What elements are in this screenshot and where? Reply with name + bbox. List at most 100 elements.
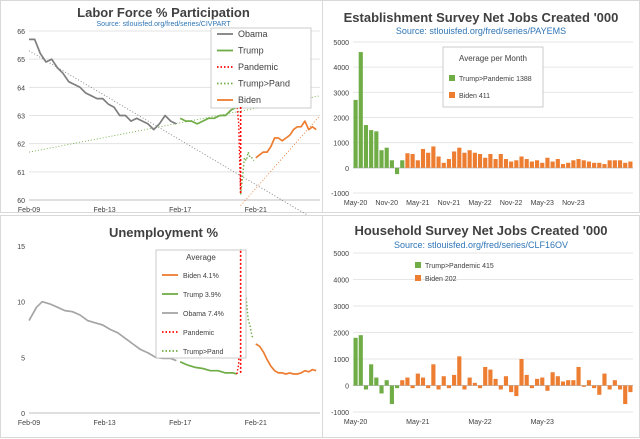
y-tick-label: -1000 — [331, 410, 349, 417]
bar — [581, 385, 586, 387]
y-tick-label: 1000 — [333, 357, 349, 364]
bar — [540, 377, 545, 386]
legend-label: Trump>Pandemic 415 — [425, 263, 494, 270]
legend-label: Trump 3.9% — [183, 292, 221, 299]
bar — [571, 160, 576, 168]
bar — [436, 156, 441, 168]
bar — [514, 385, 519, 397]
trendline — [28, 50, 321, 223]
bar — [607, 385, 612, 390]
y-tick-label: 0 — [345, 166, 349, 173]
legend-swatch — [449, 92, 455, 98]
bar — [395, 167, 400, 175]
y-tick-label: 61 — [17, 170, 25, 177]
bar — [379, 150, 384, 168]
bar — [441, 162, 446, 168]
y-tick-label: 63 — [17, 114, 25, 121]
bar — [576, 159, 581, 168]
x-tick-label: Feb-17 — [169, 420, 191, 427]
x-tick-label: Feb-13 — [93, 207, 115, 214]
bar — [592, 385, 597, 389]
bar — [623, 385, 628, 405]
legend-box — [155, 249, 247, 359]
x-tick-label: May-22 — [468, 419, 491, 426]
bar — [477, 153, 483, 168]
bar — [457, 147, 462, 168]
bar — [540, 162, 545, 168]
bar — [524, 374, 529, 386]
bar — [498, 385, 503, 390]
y-tick-label: 0 — [21, 411, 25, 418]
x-tick-label: Feb-17 — [169, 207, 191, 214]
bar — [457, 356, 462, 386]
bar — [493, 159, 498, 168]
chart-source: Source: stlouisfed.org/fred/series/CIVPA… — [96, 21, 231, 28]
series-line — [239, 249, 255, 339]
chart-panel-labor-force: Labor Force % Participation Source: stlo… — [0, 0, 327, 223]
chart-title: Labor Force % Participation — [77, 5, 250, 20]
legend-label: Pandemic — [238, 62, 279, 72]
y-tick-label: 4000 — [333, 278, 349, 285]
unemployment-line-chart: 0 5 10 15 Feb-09 Feb-13 Feb-17 Feb-21 Average Bid… — [17, 244, 320, 427]
bar — [477, 385, 483, 389]
bar — [467, 150, 472, 168]
bar — [353, 99, 358, 168]
bar — [400, 160, 405, 168]
bar — [426, 152, 431, 168]
bar — [431, 364, 436, 386]
series-line — [28, 300, 177, 362]
bar — [560, 381, 566, 386]
bar — [467, 377, 472, 386]
legend-label: Biden 411 — [459, 93, 490, 100]
x-tick-label: Nov-20 — [375, 200, 398, 207]
y-tick-label: 65 — [17, 57, 25, 64]
y-tick-label: 4000 — [333, 65, 349, 72]
series-line — [236, 104, 242, 195]
x-tick-label: Nov-22 — [500, 200, 523, 207]
bar — [483, 157, 488, 168]
legend-title: Average — [186, 253, 216, 262]
x-tick-label: Feb-09 — [18, 207, 40, 214]
bar — [369, 364, 374, 386]
legend-label: Obama — [238, 29, 268, 39]
y-tick-label: 64 — [17, 85, 25, 92]
legend-label: Obama 7.4% — [183, 311, 224, 318]
bar — [519, 359, 524, 386]
bar — [472, 382, 477, 386]
bar — [509, 385, 514, 393]
bar — [389, 160, 394, 168]
bar — [597, 162, 602, 168]
chart-panel-unemployment: Unemployment % 0 5 10 15 Feb-09 Feb-13 Feb-17 F… — [0, 215, 327, 438]
bar — [581, 160, 586, 168]
bar — [410, 153, 415, 168]
bar — [586, 380, 591, 386]
establishment-jobs-bar-chart: -1000 0 1000 2000 3000 4000 5000 May-20 Nov-20 Ma… — [331, 40, 633, 207]
bar — [566, 162, 571, 168]
x-tick-label: Nov-23 — [562, 200, 585, 207]
y-tick-label: 3000 — [333, 304, 349, 311]
bar — [415, 373, 420, 386]
chart-source: Source: stlouisfed.org/fred/series/PAYEM… — [395, 26, 567, 36]
bar — [462, 152, 467, 168]
chart-source: Source: stlouisfed.org/fred/series/CLF16… — [393, 240, 569, 250]
x-tick-label: May-22 — [468, 200, 491, 207]
bar — [545, 385, 550, 391]
bar — [400, 380, 405, 386]
y-tick-label: 60 — [17, 198, 25, 205]
series-line — [255, 343, 317, 375]
legend-label: Trump>Pandemic 1388 — [459, 76, 532, 83]
series-line — [239, 151, 255, 195]
bar — [597, 385, 602, 395]
bar — [498, 153, 503, 168]
x-tick-label: Nov-21 — [438, 200, 461, 207]
x-tick-label: Feb-13 — [93, 420, 115, 427]
x-tick-label: Feb-21 — [245, 420, 267, 427]
bar — [576, 366, 581, 386]
x-tick-label: May-21 — [406, 200, 429, 207]
bar — [395, 385, 400, 389]
y-tick-label: 2000 — [333, 331, 349, 338]
bar — [363, 385, 369, 390]
bar — [446, 159, 451, 168]
y-tick-label: 1000 — [333, 141, 349, 148]
bar — [441, 376, 446, 386]
